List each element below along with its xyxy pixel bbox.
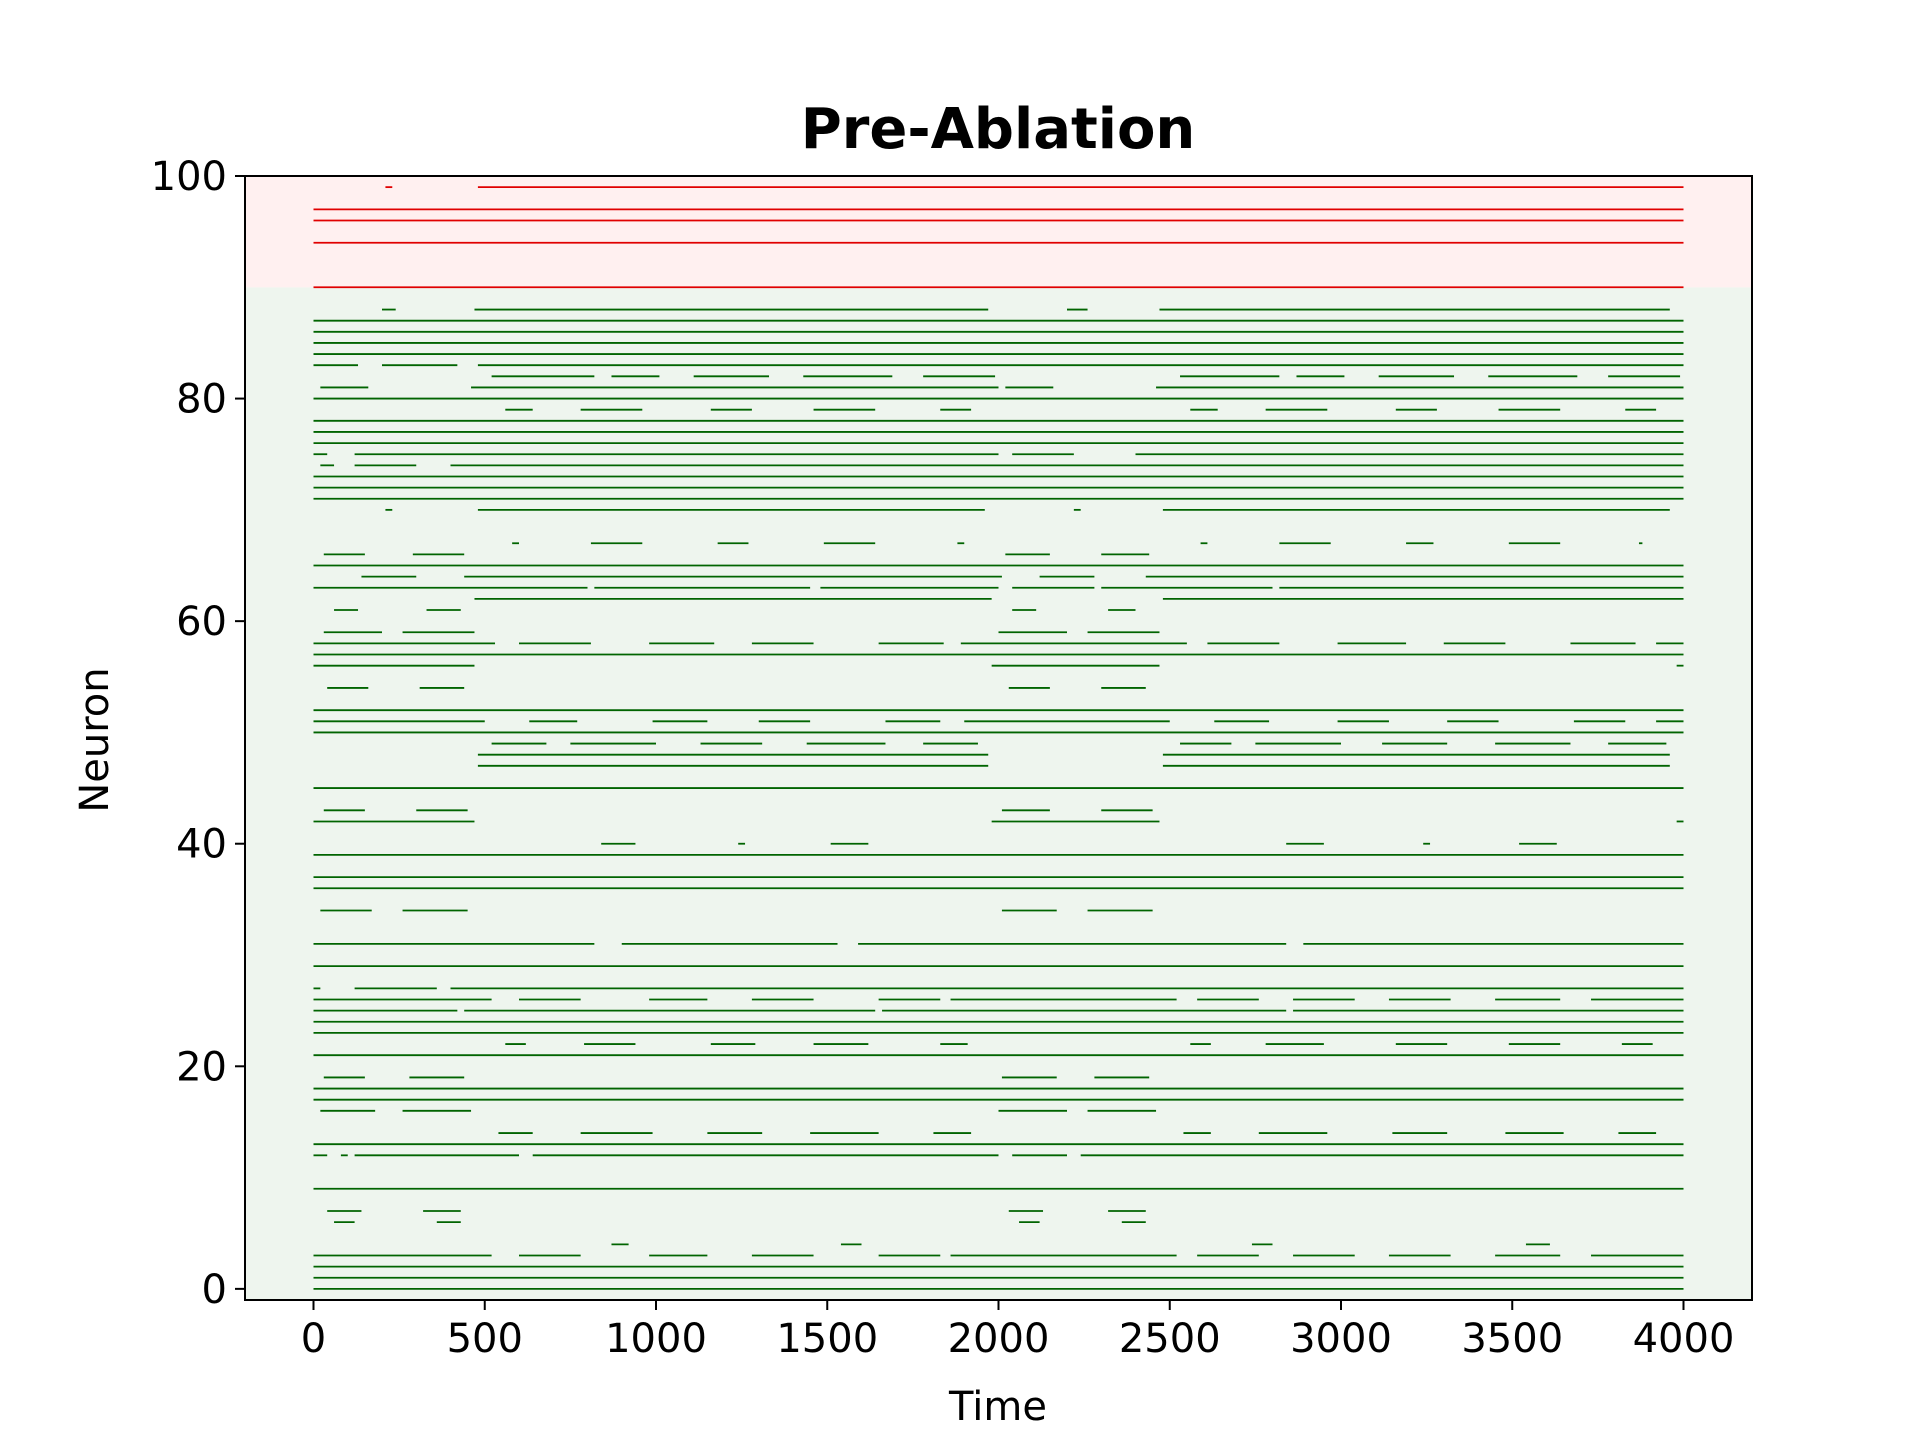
green-region bbox=[245, 287, 1752, 1301]
y-tick-label: 20 bbox=[176, 1044, 227, 1090]
x-tick-label: 500 bbox=[447, 1316, 523, 1362]
chart-title: Pre-Ablation bbox=[801, 97, 1196, 162]
x-tick-label: 1500 bbox=[776, 1316, 878, 1362]
y-axis-label: Neuron bbox=[72, 667, 118, 812]
y-tick-label: 0 bbox=[202, 1267, 227, 1313]
x-tick-label: 2500 bbox=[1119, 1316, 1221, 1362]
y-tick-label: 80 bbox=[176, 377, 227, 423]
x-tick-label: 0 bbox=[301, 1316, 326, 1362]
y-tick-label: 40 bbox=[176, 822, 227, 868]
red-region bbox=[245, 176, 1752, 288]
background-regions bbox=[245, 176, 1752, 1301]
x-tick-label: 4000 bbox=[1633, 1316, 1735, 1362]
y-tick-label: 60 bbox=[176, 599, 227, 645]
x-tick-label: 3500 bbox=[1461, 1316, 1563, 1362]
y-tick-label: 100 bbox=[151, 154, 227, 200]
x-tick-label: 1000 bbox=[605, 1316, 707, 1362]
x-tick-label: 2000 bbox=[948, 1316, 1050, 1362]
x-axis-label: Time bbox=[948, 1384, 1047, 1430]
x-tick-label: 3000 bbox=[1290, 1316, 1392, 1362]
spike-trains bbox=[313, 186, 1684, 1290]
y-axis-ticks: 0 20 40 60 80 100 bbox=[151, 154, 245, 1313]
x-axis-ticks: 0 500 1000 1500 2000 2500 3000 3500 4000 bbox=[301, 1300, 1735, 1362]
